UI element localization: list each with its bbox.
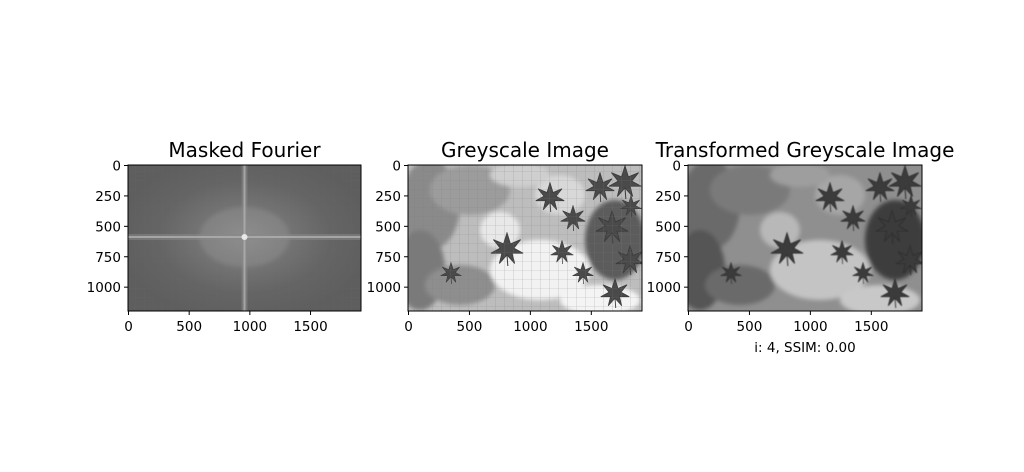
y-axis: 0 250 500 750 1000	[87, 159, 128, 296]
axes-frame	[127, 164, 362, 312]
y-axis: 0 250 500 750 1000	[647, 159, 688, 296]
y-tick-label: 1000	[647, 280, 681, 296]
fourier-image	[128, 165, 361, 311]
x-axis: 0 500 1000 1500	[684, 311, 888, 335]
x-tick-label: 1500	[574, 319, 608, 335]
panel-title: Transformed Greyscale Image	[655, 138, 955, 162]
ssim-caption: i: 4, SSIM: 0.00	[754, 340, 855, 356]
x-tick-label: 500	[737, 319, 763, 335]
x-axis: 0 500 1000 1500	[404, 311, 608, 335]
x-tick-label: 1000	[233, 319, 267, 335]
y-tick-label: 750	[375, 250, 401, 266]
x-axis: 0 500 1000 1500	[124, 311, 328, 335]
panel-title: Masked Fourier	[168, 138, 321, 162]
x-tick-label: 0	[404, 319, 413, 335]
axes-frame	[407, 164, 643, 312]
x-tick-label: 1500	[854, 319, 888, 335]
y-tick-label: 0	[112, 159, 121, 175]
y-tick-label: 1000	[367, 280, 401, 296]
panel-greyscale-image: Greyscale Image	[367, 138, 643, 335]
y-tick-label: 250	[655, 189, 681, 205]
y-tick-label: 1000	[87, 280, 121, 296]
y-tick-label: 500	[95, 219, 121, 235]
y-tick-label: 0	[672, 159, 681, 175]
x-tick-label: 1500	[293, 319, 327, 335]
x-tick-label: 0	[684, 319, 693, 335]
x-tick-label: 0	[124, 319, 133, 335]
y-tick-label: 0	[392, 159, 401, 175]
panel-title: Greyscale Image	[441, 138, 609, 162]
y-tick-label: 500	[655, 219, 681, 235]
x-tick-label: 1000	[793, 319, 827, 335]
panel-masked-fourier: Masked Fourier 0 250 500 750 1000 0 500 1000 15…	[87, 138, 362, 335]
y-tick-label: 250	[95, 189, 121, 205]
panel-transformed-image: Transformed Greyscale Image	[647, 138, 955, 356]
transformed-photo	[688, 165, 922, 311]
y-tick-label: 250	[375, 189, 401, 205]
x-tick-label: 1000	[513, 319, 547, 335]
y-tick-label: 750	[95, 250, 121, 266]
y-tick-label: 500	[375, 219, 401, 235]
x-tick-label: 500	[176, 319, 202, 335]
y-tick-label: 750	[655, 250, 681, 266]
y-axis: 0 250 500 750 1000	[367, 159, 408, 296]
greyscale-photo	[408, 165, 642, 311]
x-tick-label: 500	[457, 319, 483, 335]
axes-frame	[687, 164, 923, 312]
